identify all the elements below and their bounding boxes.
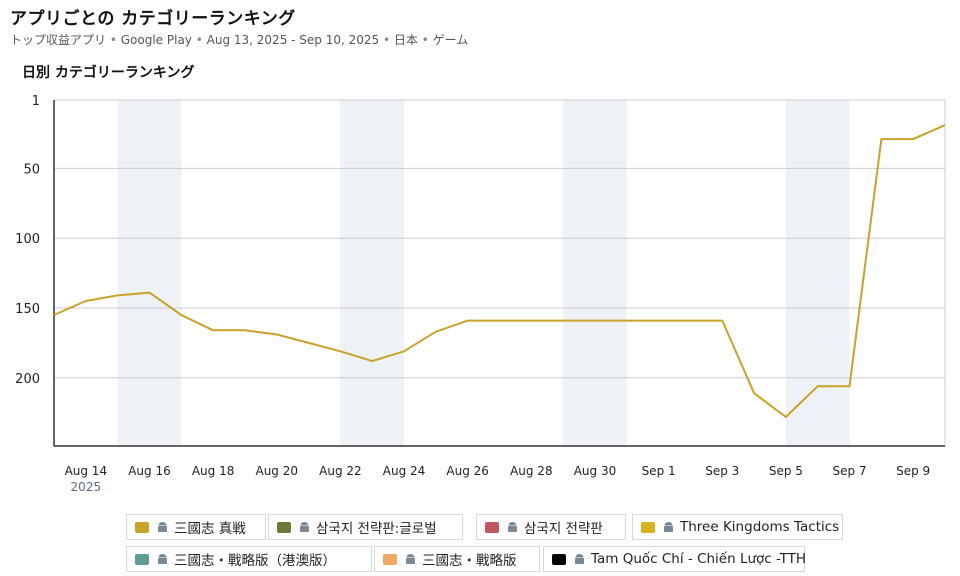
legend-swatch xyxy=(277,521,291,533)
legend-item[interactable]: 삼국지 전략판 xyxy=(476,514,626,540)
subtitle-category: ゲーム xyxy=(432,33,469,47)
weekend-band xyxy=(785,100,850,446)
chart-legend: 三國志 真戦 삼국지 전략판:글로벌 삼국지 전략판 Three Kingdom… xyxy=(0,512,960,576)
legend-swatch xyxy=(383,553,397,565)
legend-swatch xyxy=(135,553,149,565)
subtitle-store: Google Play xyxy=(120,33,192,47)
x-tick-label: Aug 18 xyxy=(192,464,235,478)
legend-label: Three Kingdoms Tactics xyxy=(680,519,840,535)
y-tick-label: 50 xyxy=(23,162,40,177)
page-title: アプリごとの カテゴリーランキング xyxy=(10,9,296,29)
series-line xyxy=(53,124,946,418)
legend-label: 삼국지 전략판 xyxy=(524,521,603,537)
weekend-band xyxy=(117,100,182,446)
legend-item[interactable]: 三國志・戰略版 xyxy=(374,546,540,572)
subtitle-chart-type: トップ収益アプリ xyxy=(10,33,107,47)
x-tick-label: Aug 24 xyxy=(383,464,426,478)
android-icon xyxy=(664,522,673,532)
subtitle-separator: • xyxy=(195,33,203,47)
x-tick-label: Aug 22 xyxy=(319,464,362,478)
android-icon xyxy=(575,554,584,564)
x-tick-label: Aug 14 xyxy=(65,464,108,478)
y-tick-label: 200 xyxy=(15,372,40,387)
x-tick-label: Sep 5 xyxy=(769,464,803,478)
legend-swatch xyxy=(641,521,655,533)
legend-label: Tam Quốc Chí - Chiến Lược -TTH xyxy=(591,551,807,567)
legend-label: 三國志・戰略版（港澳版） xyxy=(174,553,336,569)
legend-item[interactable]: 三國志・戰略版（港澳版） xyxy=(126,546,372,572)
subtitle-date-range: Aug 13, 2025 - Sep 10, 2025 xyxy=(206,33,380,47)
x-tick-label: Sep 7 xyxy=(832,464,866,478)
x-year-label: 2025 xyxy=(71,480,102,494)
y-tick-label: 1 xyxy=(32,94,40,109)
legend-label: 三國志 真戦 xyxy=(174,521,246,537)
legend-item[interactable]: Tam Quốc Chí - Chiến Lược -TTH xyxy=(543,546,807,572)
page-subtitle: トップ収益アプリ • Google Play • Aug 13, 2025 - … xyxy=(10,31,468,48)
legend-swatch xyxy=(135,521,149,533)
legend-item[interactable]: Three Kingdoms Tactics xyxy=(632,514,843,540)
subtitle-country: 日本 xyxy=(393,33,418,47)
android-icon xyxy=(508,522,517,532)
x-tick-label: Aug 20 xyxy=(255,464,298,478)
x-tick-label: Sep 9 xyxy=(896,464,930,478)
x-tick-label: Aug 26 xyxy=(446,464,489,478)
legend-item[interactable]: 삼국지 전략판:글로벌 xyxy=(268,514,463,540)
android-icon xyxy=(158,522,167,532)
subtitle-separator: • xyxy=(109,33,117,47)
android-icon xyxy=(158,554,167,564)
weekend-band xyxy=(563,100,627,446)
x-tick-label: Aug 30 xyxy=(574,464,617,478)
x-tick-label: Sep 1 xyxy=(642,464,676,478)
legend-swatch xyxy=(485,521,499,533)
legend-swatch xyxy=(552,553,566,565)
weekend-band xyxy=(340,100,405,446)
x-tick-label: Aug 16 xyxy=(128,464,171,478)
subtitle-separator: • xyxy=(382,33,391,47)
legend-item[interactable]: 三國志 真戦 xyxy=(126,514,266,540)
y-tick-label: 100 xyxy=(15,232,40,247)
chart-title: 日別 カテゴリーランキング xyxy=(22,65,195,81)
x-tick-label: Aug 28 xyxy=(510,464,553,478)
subtitle-separator: • xyxy=(421,33,429,47)
legend-label: 삼국지 전략판:글로벌 xyxy=(316,521,437,537)
y-tick-label: 150 xyxy=(15,302,40,317)
android-icon xyxy=(300,522,309,532)
legend-label: 三國志・戰略版 xyxy=(422,553,517,569)
android-icon xyxy=(406,554,415,564)
x-tick-label: Sep 3 xyxy=(705,464,739,478)
